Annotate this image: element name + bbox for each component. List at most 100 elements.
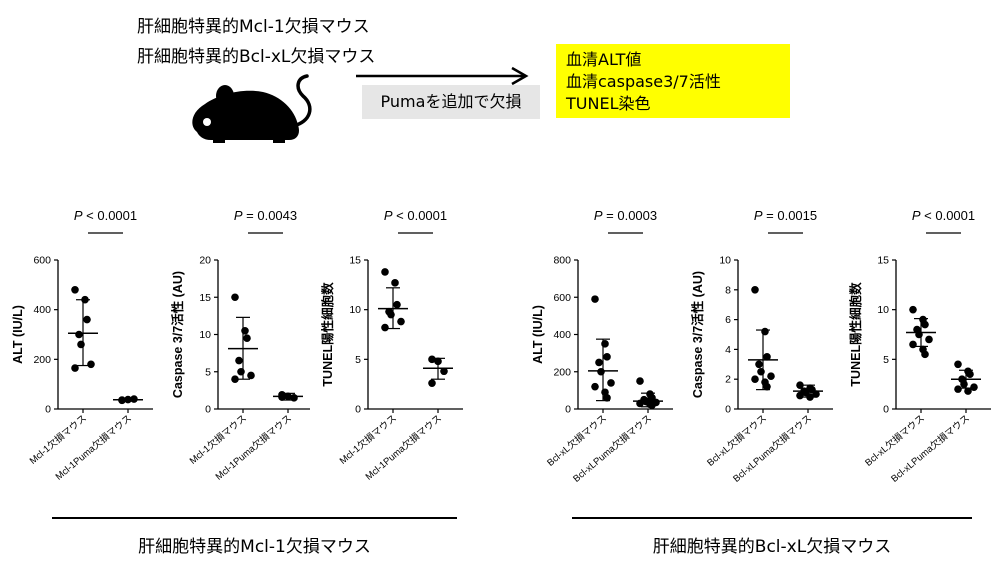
- y-tick-label: 0: [725, 404, 731, 416]
- data-point: [601, 340, 609, 348]
- y-tick-label: 10: [199, 329, 211, 341]
- data-point: [243, 334, 251, 343]
- y-axis-label: TUNEL陽性細胞数: [320, 282, 335, 387]
- category-label: Bcl-xLPuma欠損マウス: [889, 412, 972, 485]
- data-point: [595, 358, 603, 367]
- y-axis-label: Caspase 3/7活性 (AU): [170, 271, 185, 398]
- data-point: [603, 394, 611, 402]
- measurement-alt: 血清ALT値: [566, 50, 642, 69]
- data-point: [921, 350, 929, 359]
- y-tick-label: 200: [33, 354, 51, 366]
- category-label: Mcl-1Puma欠損マウス: [363, 412, 444, 483]
- data-point: [71, 286, 79, 294]
- y-axis-label: ALT (IU/L): [11, 305, 25, 364]
- y-tick-label: 800: [553, 255, 571, 267]
- y-tick-label: 200: [553, 366, 571, 378]
- y-axis-label: Caspase 3/7活性 (AU): [690, 271, 705, 398]
- data-point: [966, 370, 974, 379]
- chart-mcl1-tunel: 051015TUNEL陽性細胞数Mcl-1欠損マウスMcl-1Puma欠損マウス…: [320, 208, 463, 483]
- y-tick-label: 400: [33, 304, 51, 316]
- y-tick-label: 0: [355, 404, 361, 416]
- data-point: [87, 360, 95, 369]
- data-point: [761, 327, 769, 336]
- data-point: [812, 390, 820, 398]
- y-tick-label: 400: [553, 329, 571, 341]
- y-tick-label: 15: [877, 255, 889, 267]
- data-point: [964, 387, 972, 395]
- data-point: [763, 382, 771, 391]
- category-label: Bcl-xLPuma欠損マウス: [571, 412, 654, 485]
- process-arrow: [356, 66, 529, 86]
- data-point: [231, 375, 239, 383]
- data-point: [921, 320, 929, 329]
- data-point: [237, 367, 245, 376]
- p-value-label: P = 0.0015: [754, 208, 817, 223]
- p-value-label: P < 0.0001: [384, 208, 447, 223]
- data-point: [925, 335, 933, 344]
- data-point: [591, 295, 599, 303]
- p-value-label: P = 0.0003: [594, 208, 657, 223]
- y-tick-label: 10: [877, 304, 889, 316]
- group-label-bclxl: 肝細胞特異的Bcl-xL欠損マウス: [652, 537, 892, 557]
- data-point: [597, 367, 605, 376]
- data-point: [381, 268, 389, 276]
- data-point: [381, 323, 389, 332]
- group-line-bclxl: [572, 517, 972, 519]
- category-label: Mcl-1Puma欠損マウス: [53, 412, 134, 483]
- data-point: [77, 340, 85, 349]
- group-label-mcl1: 肝細胞特異的Mcl-1欠損マウス: [138, 537, 371, 557]
- data-point: [648, 401, 656, 410]
- y-axis-label: ALT (IU/L): [531, 305, 545, 364]
- p-value-label: P = 0.0043: [234, 208, 297, 223]
- measurement-tunel: TUNEL染色: [566, 94, 651, 113]
- measurements-box: 血清ALT値 血清caspase3/7活性 TUNEL染色: [556, 44, 790, 118]
- data-point: [231, 293, 239, 302]
- data-point: [83, 315, 91, 324]
- data-point: [247, 371, 255, 380]
- y-tick-label: 20: [199, 255, 211, 267]
- y-tick-label: 15: [349, 255, 361, 267]
- data-point: [636, 377, 644, 385]
- category-label: Bcl-xLPuma欠損マウス: [731, 412, 814, 485]
- data-point: [796, 381, 804, 389]
- data-point: [751, 286, 759, 294]
- data-point: [763, 353, 771, 361]
- y-tick-label: 2: [725, 374, 731, 386]
- data-point: [960, 380, 968, 388]
- y-tick-label: 0: [205, 404, 211, 416]
- chart-bclxl-tunel: 051015TUNEL陽性細胞数Bcl-xL欠損マウスBcl-xLPuma欠損マ…: [848, 208, 991, 485]
- data-point: [909, 305, 917, 314]
- data-point: [241, 326, 249, 335]
- measurement-caspase: 血清caspase3/7活性: [566, 72, 721, 91]
- p-value-label: P < 0.0001: [912, 208, 975, 223]
- data-point: [607, 379, 615, 387]
- group-line-mcl1: [52, 517, 457, 519]
- mouse-line-2: 肝細胞特異的Bcl-xL欠損マウス: [137, 47, 376, 67]
- mouse-line-1: 肝細胞特異的Mcl-1欠損マウス: [137, 17, 370, 37]
- data-point: [387, 310, 395, 319]
- y-tick-label: 5: [883, 354, 889, 366]
- p-value-label: P < 0.0001: [74, 208, 137, 223]
- y-tick-label: 0: [883, 404, 889, 416]
- y-tick-label: 10: [719, 255, 731, 267]
- y-tick-label: 8: [725, 284, 731, 296]
- data-point: [909, 340, 917, 349]
- y-tick-label: 600: [33, 255, 51, 267]
- data-point: [603, 353, 611, 361]
- y-tick-label: 5: [205, 366, 211, 378]
- y-tick-label: 4: [725, 344, 731, 356]
- y-tick-label: 0: [45, 404, 51, 416]
- data-point: [591, 382, 599, 391]
- data-point: [970, 383, 978, 391]
- data-point: [751, 375, 759, 383]
- y-tick-label: 600: [553, 292, 571, 304]
- data-point: [235, 356, 243, 365]
- y-tick-label: 6: [725, 314, 731, 326]
- y-axis-label: TUNEL陽性細胞数: [848, 282, 863, 387]
- mouse-icon: [192, 74, 312, 143]
- data-point: [75, 330, 83, 339]
- data-point: [440, 367, 448, 376]
- data-point: [954, 385, 962, 393]
